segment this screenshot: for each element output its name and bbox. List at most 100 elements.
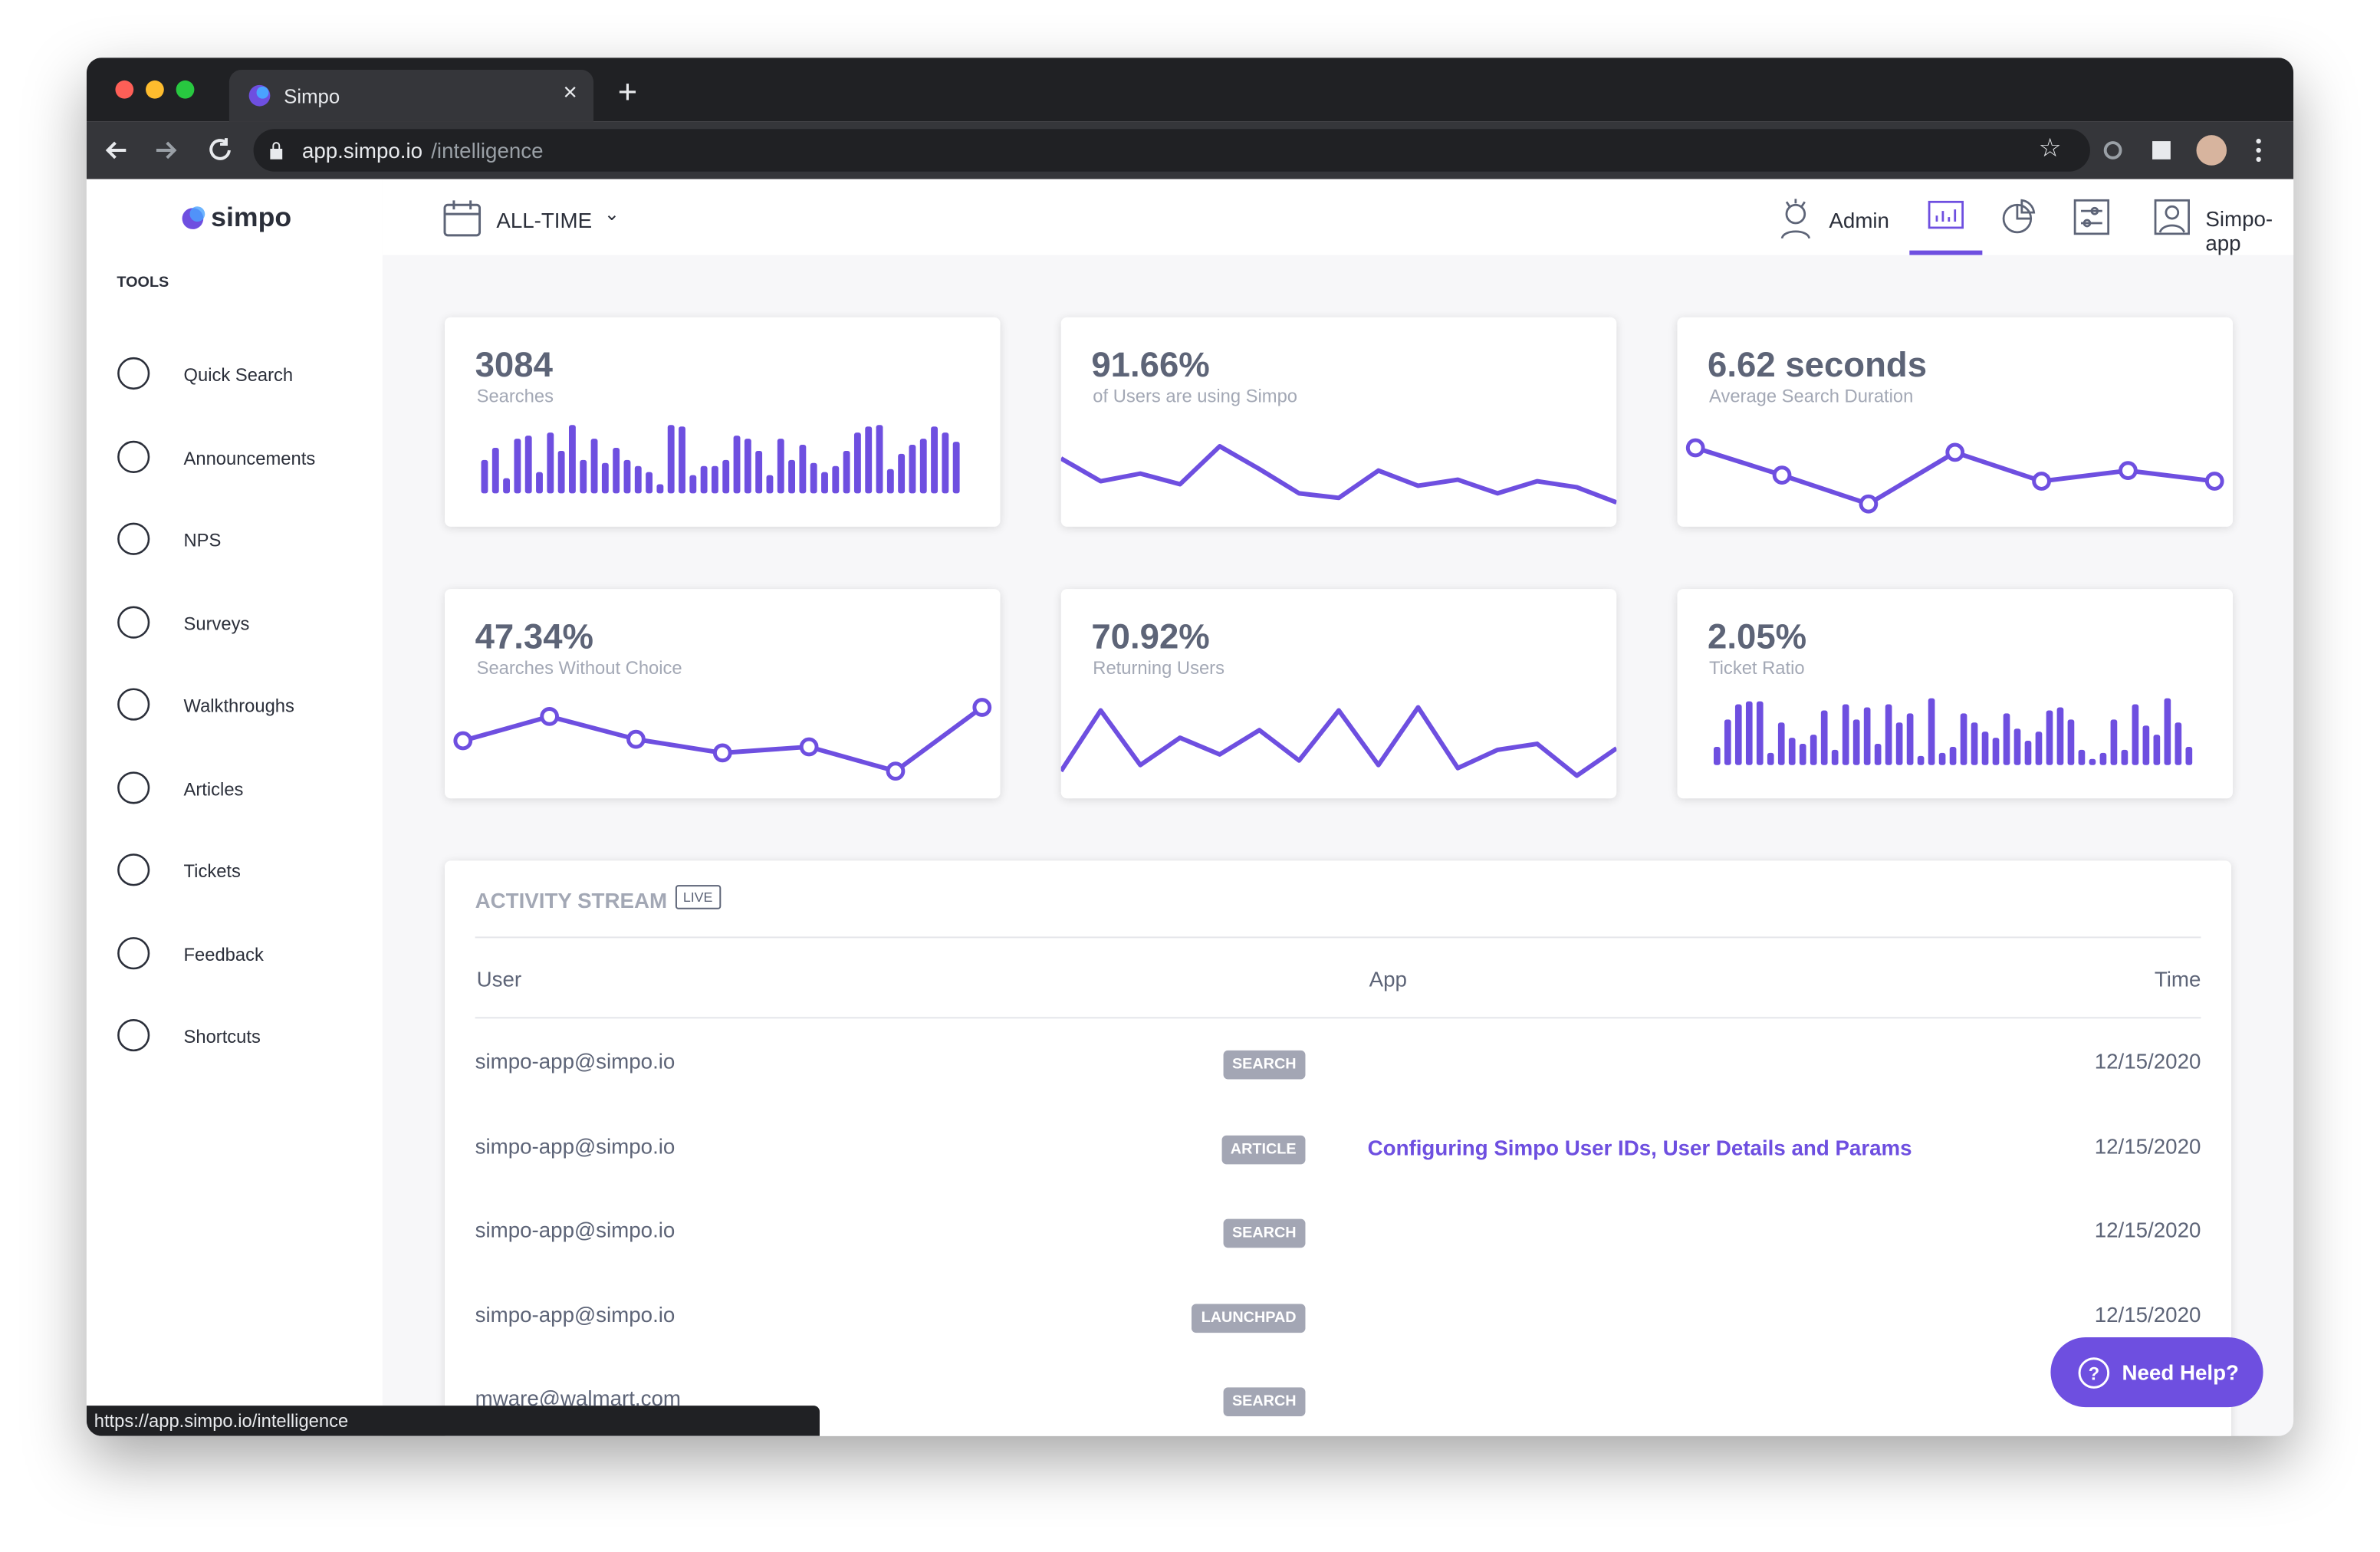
menu-icon bbox=[117, 853, 150, 886]
bar bbox=[1938, 752, 1946, 765]
bar bbox=[2046, 710, 2053, 765]
status-bar: https://app.simpo.io/intelligence bbox=[86, 1406, 820, 1436]
column-header: User bbox=[476, 967, 522, 991]
browser-window: Simpo × + app.simpo.io /intelligence ☆ s… bbox=[86, 58, 2294, 1436]
row-time: 12/15/2020 bbox=[2094, 1133, 2201, 1158]
row-tag: ARTICLE bbox=[1221, 1134, 1306, 1164]
bookmark-star[interactable]: ☆ bbox=[2038, 133, 2062, 163]
bar bbox=[1724, 719, 1731, 765]
admin-label[interactable]: Admin bbox=[1829, 208, 1889, 232]
marker bbox=[453, 731, 473, 751]
bar bbox=[590, 439, 598, 494]
account-name[interactable]: Simpo-app bbox=[2205, 206, 2273, 255]
menu-item[interactable]: Surveys bbox=[183, 612, 250, 634]
bar bbox=[2035, 732, 2043, 765]
bar bbox=[656, 484, 664, 494]
icon-shape bbox=[117, 771, 150, 804]
new-tab[interactable]: + bbox=[617, 73, 638, 111]
menu-icon bbox=[117, 357, 150, 390]
icon-shape bbox=[117, 853, 150, 886]
bar bbox=[613, 447, 620, 494]
marker bbox=[2204, 472, 2224, 491]
menu-item[interactable]: Articles bbox=[183, 778, 244, 800]
tab[interactable]: Simpo × bbox=[228, 70, 594, 122]
menu-icon bbox=[117, 522, 150, 555]
bar bbox=[2142, 725, 2150, 765]
bar bbox=[898, 453, 906, 494]
bar bbox=[491, 447, 499, 494]
sparkline bbox=[1060, 705, 1617, 778]
menu-item[interactable]: Shortcuts bbox=[183, 1026, 261, 1047]
bar bbox=[667, 425, 675, 494]
bar bbox=[865, 426, 873, 494]
metric-label: Ticket Ratio bbox=[1709, 657, 1805, 679]
bar bbox=[1767, 752, 1774, 765]
reports-icon[interactable] bbox=[2000, 199, 2037, 235]
metric-value: 70.92% bbox=[1091, 616, 1210, 656]
tab-close[interactable]: × bbox=[563, 80, 577, 107]
icon-shape bbox=[117, 357, 150, 390]
metric-card: 91.66% of Users are using Simpo bbox=[1060, 317, 1617, 527]
bar bbox=[1874, 744, 1882, 765]
bar bbox=[1992, 738, 2000, 765]
lock-icon bbox=[270, 142, 283, 159]
menu-item[interactable]: Quick Search bbox=[183, 364, 294, 386]
bar bbox=[931, 426, 938, 494]
metric-card: 6.62 seconds Average Search Duration bbox=[1677, 317, 2233, 527]
omnibox[interactable]: app.simpo.io /intelligence ☆ bbox=[253, 129, 2090, 172]
menu-item[interactable]: NPS bbox=[183, 529, 222, 551]
bar bbox=[2056, 707, 2064, 765]
date-range[interactable]: ALL-TIME bbox=[496, 208, 593, 232]
marker bbox=[799, 737, 819, 757]
help-icon: ? bbox=[2078, 1357, 2110, 1389]
bar bbox=[679, 426, 685, 494]
menu-item[interactable]: Feedback bbox=[183, 943, 264, 965]
bar bbox=[1885, 704, 1892, 765]
live-badge: LIVE bbox=[675, 885, 721, 909]
menu-item[interactable]: Walkthroughs bbox=[183, 695, 294, 717]
menu-icon bbox=[117, 1019, 150, 1052]
bar bbox=[711, 465, 718, 494]
bar bbox=[788, 459, 796, 494]
bar bbox=[1906, 713, 1914, 765]
bar bbox=[557, 450, 565, 494]
column-header: App bbox=[1369, 967, 1407, 991]
line bbox=[1060, 444, 1617, 505]
tab-title: Simpo bbox=[284, 84, 340, 108]
metric-card: 47.34% Searches Without Choice bbox=[445, 589, 1001, 799]
marker bbox=[712, 743, 732, 763]
sidebar: simpo TOOLS Quick Search Announcements NPS… bbox=[86, 179, 383, 1436]
bar bbox=[2121, 749, 2129, 765]
help-button[interactable]: ? Need Help? bbox=[2050, 1337, 2263, 1408]
menu-item[interactable]: Announcements bbox=[183, 446, 316, 469]
bar bbox=[766, 475, 774, 494]
bar bbox=[2175, 722, 2182, 765]
intelligence-icon[interactable] bbox=[1928, 200, 1964, 231]
metric-value: 3084 bbox=[475, 344, 553, 384]
bar bbox=[799, 445, 807, 494]
bar bbox=[1842, 704, 1849, 765]
nav-buttons[interactable] bbox=[105, 136, 242, 164]
bar bbox=[1981, 732, 1989, 765]
row-app-link[interactable]: Configuring Simpo User IDs, User Details… bbox=[1367, 1134, 1912, 1159]
toolbar-icons[interactable] bbox=[2098, 133, 2273, 167]
settings-icon[interactable] bbox=[2073, 199, 2110, 235]
bar bbox=[1820, 710, 1828, 765]
bar bbox=[2067, 719, 2075, 765]
bar bbox=[919, 439, 927, 494]
menu-icon bbox=[117, 688, 150, 721]
row-tag: SEARCH bbox=[1223, 1387, 1306, 1416]
bar bbox=[832, 465, 840, 494]
divider bbox=[475, 1017, 2201, 1019]
window-controls[interactable] bbox=[113, 79, 205, 100]
bar bbox=[1799, 744, 1806, 765]
bar bbox=[1960, 713, 1967, 765]
icon-shape bbox=[117, 522, 150, 555]
bar bbox=[568, 425, 576, 494]
menu-item[interactable]: Tickets bbox=[183, 860, 241, 883]
menu-icon bbox=[117, 439, 150, 472]
bar bbox=[2153, 735, 2161, 765]
account-icon bbox=[2154, 199, 2190, 235]
bar bbox=[481, 459, 488, 494]
